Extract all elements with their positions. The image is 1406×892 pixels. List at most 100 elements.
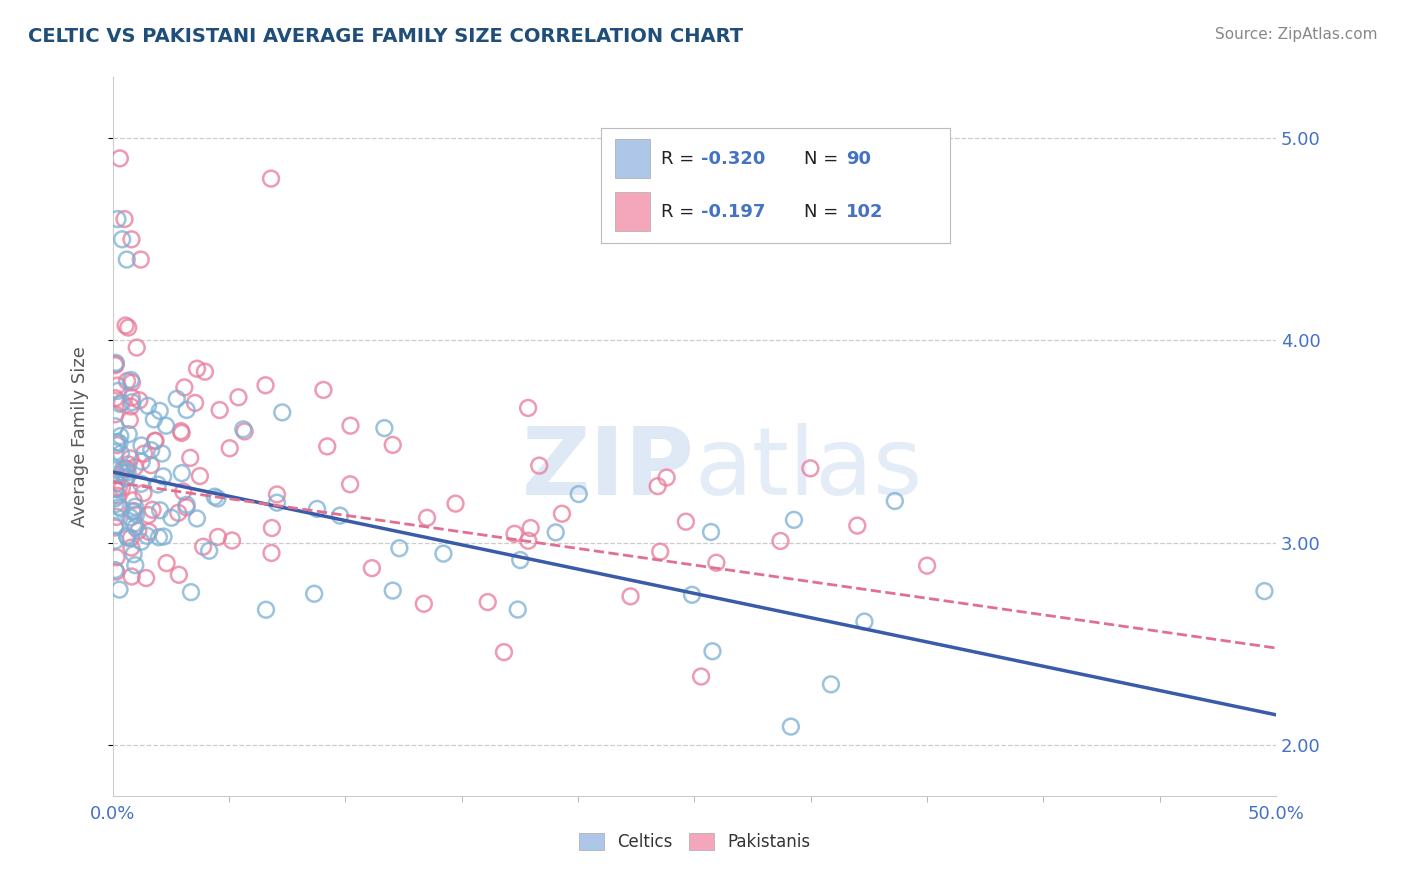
Point [122, 547, 145, 561]
Point [129, 476, 152, 491]
Point [122, 493, 145, 508]
Text: R =: R = [661, 150, 700, 168]
Bar [616, 139, 650, 178]
Point [136, 529, 159, 543]
Point [846, 518, 869, 533]
Point [104, 520, 127, 534]
Point [124, 520, 146, 534]
Point [104, 519, 127, 533]
Point [339, 418, 361, 433]
Text: -0.320: -0.320 [700, 150, 765, 168]
Point [551, 507, 574, 521]
Point [131, 534, 153, 549]
Legend: Celtics, Pakistanis: Celtics, Pakistanis [571, 824, 818, 859]
Point [191, 540, 214, 554]
Point [232, 422, 254, 436]
Point [373, 421, 395, 435]
Point [121, 395, 143, 409]
Point [120, 400, 142, 414]
Point [110, 429, 132, 443]
Point [138, 524, 160, 539]
Point [783, 513, 806, 527]
Point [118, 413, 141, 427]
Point [432, 547, 454, 561]
Point [647, 479, 669, 493]
Point [104, 357, 127, 371]
Point [233, 425, 256, 439]
Point [675, 515, 697, 529]
Point [769, 533, 792, 548]
Point [121, 569, 143, 583]
Point [115, 529, 138, 543]
Point [104, 533, 127, 548]
Point [179, 450, 201, 465]
Point [155, 556, 177, 570]
Point [176, 403, 198, 417]
Point [416, 511, 439, 525]
Point [128, 393, 150, 408]
Text: Source: ZipAtlas.com: Source: ZipAtlas.com [1215, 27, 1378, 42]
Point [155, 418, 177, 433]
Point [517, 533, 540, 548]
Bar [616, 192, 650, 231]
Point [142, 412, 165, 426]
Point [150, 446, 173, 460]
Text: 102: 102 [845, 202, 883, 220]
Point [115, 471, 138, 485]
Point [108, 397, 131, 411]
Point [254, 378, 277, 392]
Point [136, 399, 159, 413]
Point [176, 498, 198, 512]
Point [148, 530, 170, 544]
Point [104, 391, 127, 405]
Point [110, 446, 132, 460]
Point [114, 212, 136, 227]
Text: 90: 90 [845, 150, 870, 168]
Point [517, 401, 540, 415]
Point [139, 458, 162, 472]
Point [381, 583, 404, 598]
Point [121, 376, 143, 390]
Point [266, 487, 288, 501]
Point [883, 494, 905, 508]
Point [121, 232, 143, 246]
Point [619, 590, 641, 604]
Point [146, 477, 169, 491]
Point [312, 383, 335, 397]
Text: -0.197: -0.197 [700, 202, 765, 220]
Point [105, 438, 128, 452]
Point [302, 587, 325, 601]
Point [141, 443, 163, 458]
Point [115, 374, 138, 388]
Point [124, 558, 146, 573]
Point [149, 404, 172, 418]
Point [509, 553, 531, 567]
Point [194, 365, 217, 379]
Point [115, 462, 138, 476]
Point [702, 644, 724, 658]
Point [167, 567, 190, 582]
Point [127, 524, 149, 538]
Point [117, 458, 139, 472]
Point [477, 595, 499, 609]
Point [799, 461, 821, 475]
Point [170, 425, 193, 440]
Point [260, 546, 283, 560]
Point [650, 544, 672, 558]
Point [184, 396, 207, 410]
Point [204, 490, 226, 504]
Point [700, 524, 723, 539]
Point [135, 571, 157, 585]
Point [124, 504, 146, 518]
Point [544, 525, 567, 540]
Point [120, 510, 142, 524]
Point [132, 486, 155, 500]
Point [104, 482, 127, 496]
Point [198, 543, 221, 558]
Point [820, 677, 842, 691]
Point [107, 212, 129, 227]
Point [221, 533, 243, 548]
Point [141, 503, 163, 517]
Point [1253, 584, 1275, 599]
Point [104, 491, 127, 506]
